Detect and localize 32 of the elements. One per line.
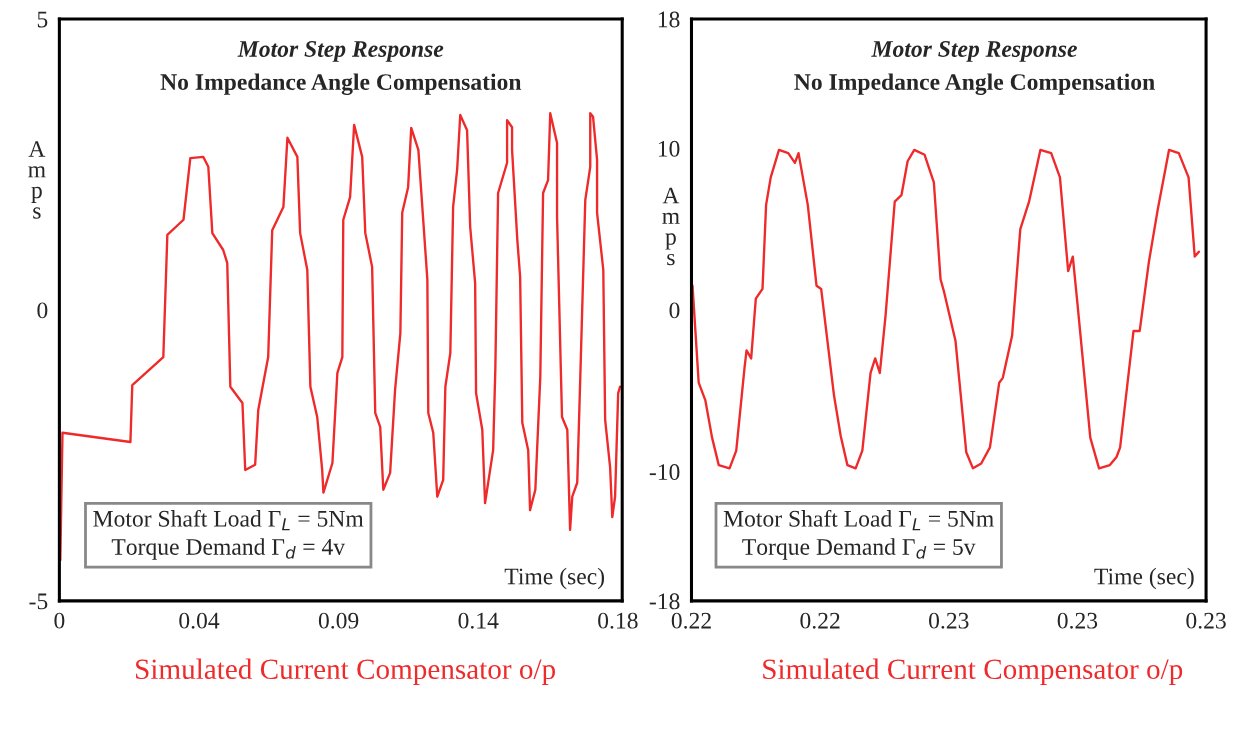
- y-axis-title: Amps: [662, 187, 680, 266]
- annotation: Motor Shaft Load Γ$_{L}$ = 5Nm Torque Demand Γ$_{d}$ = 5v: [723, 509, 994, 560]
- y-tick-label: 18: [658, 11, 680, 28]
- y-tick-label: -5: [29, 593, 48, 610]
- x-axis-title: Time (sec): [504, 567, 605, 590]
- text: Motor Step Response: [237, 41, 444, 62]
- line-series: [59, 112, 622, 562]
- y-tick-label: -10: [649, 464, 680, 480]
- x-tick-label: 0.18: [598, 612, 638, 629]
- y-tick-label: 0: [37, 302, 48, 319]
- y-tick-label: -18: [649, 593, 680, 610]
- y-tick-label: 5: [37, 11, 48, 28]
- annotation: Motor Shaft Load Γ$_{L}$ = 5Nm Torque Demand Γ$_{d}$ = 4v: [93, 509, 364, 560]
- x-tick-label: 0.23: [1057, 612, 1098, 629]
- x-tick-label: 0.04: [179, 612, 220, 629]
- text: Simulated Current Compensator o/p: [136, 658, 556, 686]
- x-tick-label: 0.22: [671, 612, 711, 629]
- y-tick-label: 10: [658, 140, 680, 157]
- line-series: [691, 148, 1201, 470]
- text: No Impedance Angle Compensation: [794, 73, 1155, 95]
- x-tick-label: 0.23: [1186, 612, 1226, 629]
- x-tick-label: 0.09: [318, 612, 359, 629]
- x-tick-label: 0.23: [929, 612, 969, 629]
- y-axis-title: Amps: [28, 141, 46, 219]
- x-tick-label: 0.22: [800, 612, 840, 629]
- y-tick-label: 0: [669, 302, 680, 319]
- text: No Impedance Angle Compensation: [160, 73, 522, 95]
- text: Motor Step Response: [871, 41, 1077, 62]
- text: Simulated Current Compensator o/p: [763, 658, 1183, 686]
- x-tick-label: 0.14: [458, 612, 499, 629]
- x-axis-title: Time (sec): [1094, 567, 1194, 590]
- x-tick-label: 0: [54, 612, 65, 629]
